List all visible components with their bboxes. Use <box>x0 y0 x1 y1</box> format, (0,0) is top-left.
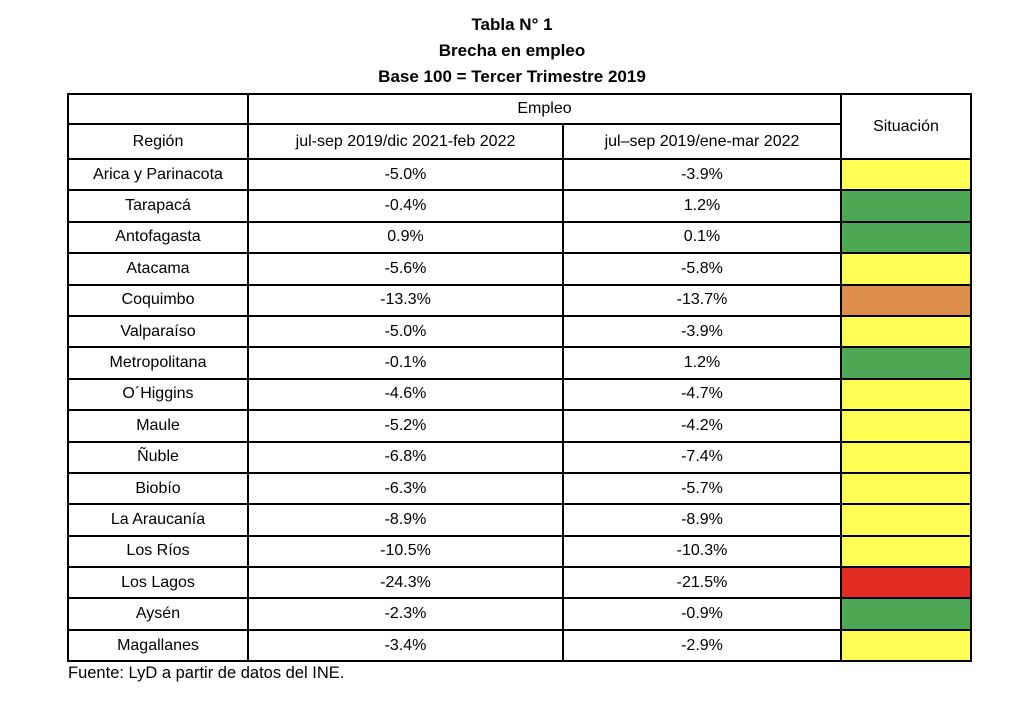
table-row: Los Lagos -24.3% -21.5% <box>67 566 972 600</box>
header-period-1: jul-sep 2019/dic 2021-feb 2022 <box>247 123 564 160</box>
value-cell-period1: -10.5% <box>247 534 564 569</box>
status-cell <box>840 377 972 412</box>
status-cell <box>840 314 972 349</box>
value-cell-period1: -6.3% <box>247 471 564 506</box>
title-line-3: Base 100 = Tercer Trimestre 2019 <box>378 67 646 86</box>
region-cell: Ñuble <box>67 440 249 474</box>
status-cell <box>840 503 972 537</box>
table-row: Arica y Parinacota -5.0% -3.9% <box>67 157 972 192</box>
table-row: Coquimbo -13.3% -13.7% <box>67 283 972 317</box>
value-cell-period2: -5.8% <box>562 252 842 286</box>
value-cell-period1: 0.9% <box>247 220 564 255</box>
title-line-1: Tabla N° 1 <box>471 15 553 34</box>
title-line-2: Brecha en empleo <box>438 41 586 60</box>
value-cell-period1: -3.4% <box>247 628 564 663</box>
value-cell-period2: -13.7% <box>562 283 842 317</box>
value-cell-period1: -6.8% <box>247 440 564 474</box>
value-cell-period2: -4.2% <box>562 409 842 443</box>
value-cell-period1: -5.6% <box>247 252 564 286</box>
region-cell: Atacama <box>67 252 249 286</box>
region-cell: Maule <box>67 409 249 443</box>
value-cell-period1: -8.9% <box>247 503 564 537</box>
table-row: Maule -5.2% -4.2% <box>67 409 972 443</box>
status-cell <box>840 597 972 631</box>
value-cell-period2: 1.2% <box>562 189 842 223</box>
value-cell-period1: -24.3% <box>247 566 564 600</box>
table-row: Los Ríos -10.5% -10.3% <box>67 534 972 569</box>
header-region: Región <box>67 123 249 160</box>
region-cell: Tarapacá <box>67 189 249 223</box>
source-note: Fuente: LyD a partir de datos del INE. <box>68 664 345 682</box>
table-row: Atacama -5.6% -5.8% <box>67 252 972 286</box>
value-cell-period2: -7.4% <box>562 440 842 474</box>
value-cell-period1: -13.3% <box>247 283 564 317</box>
region-cell: Los Ríos <box>67 534 249 569</box>
status-cell <box>840 471 972 506</box>
region-cell: Metropolitana <box>67 346 249 380</box>
value-cell-period2: -21.5% <box>562 566 842 600</box>
table-row: Tarapacá -0.4% 1.2% <box>67 189 972 223</box>
value-cell-period1: -5.0% <box>247 157 564 192</box>
status-cell <box>840 346 972 380</box>
value-cell-period1: -2.3% <box>247 597 564 631</box>
value-cell-period1: -4.6% <box>247 377 564 412</box>
table-row: Magallanes -3.4% -2.9% <box>67 628 972 663</box>
status-cell <box>840 566 972 600</box>
table-row: Ñuble -6.8% -7.4% <box>67 440 972 474</box>
value-cell-period2: -2.9% <box>562 628 842 663</box>
status-cell <box>840 189 972 223</box>
status-cell <box>840 220 972 255</box>
region-cell: Valparaíso <box>67 314 249 349</box>
table-row: Aysén -2.3% -0.9% <box>67 597 972 631</box>
region-cell: Biobío <box>67 471 249 506</box>
region-cell: Antofagasta <box>67 220 249 255</box>
region-cell: Magallanes <box>67 628 249 663</box>
header-period-2: jul–sep 2019/ene-mar 2022 <box>562 123 842 160</box>
value-cell-period2: 1.2% <box>562 346 842 380</box>
value-cell-period2: -3.9% <box>562 314 842 349</box>
table-row: Valparaíso -5.0% -3.9% <box>67 314 972 349</box>
region-cell: Aysén <box>67 597 249 631</box>
table-row: Metropolitana -0.1% 1.2% <box>67 346 972 380</box>
table-row: Antofagasta 0.9% 0.1% <box>67 220 972 255</box>
value-cell-period2: -5.7% <box>562 471 842 506</box>
header-situacion: Situación <box>840 93 972 160</box>
header-row-group: Empleo Situación <box>67 93 972 160</box>
value-cell-period1: -5.0% <box>247 314 564 349</box>
status-cell <box>840 440 972 474</box>
value-cell-period1: -0.1% <box>247 346 564 380</box>
status-cell <box>840 534 972 569</box>
region-cell: O´Higgins <box>67 377 249 412</box>
corner-blank-cell <box>67 93 249 125</box>
value-cell-period2: -3.9% <box>562 157 842 192</box>
status-cell <box>840 252 972 286</box>
region-cell: Los Lagos <box>67 566 249 600</box>
value-cell-period2: -10.3% <box>562 534 842 569</box>
header-row-columns: Región jul-sep 2019/dic 2021-feb 2022 ju… <box>67 123 971 160</box>
header-empleo: Empleo <box>247 93 842 125</box>
status-cell <box>840 628 972 663</box>
region-cell: Coquimbo <box>67 283 249 317</box>
value-cell-period2: 0.1% <box>562 220 842 255</box>
status-cell <box>840 283 972 317</box>
status-cell <box>840 409 972 443</box>
value-cell-period1: -0.4% <box>247 189 564 223</box>
value-cell-period2: -4.7% <box>562 377 842 412</box>
table-title: Tabla N° 1 Brecha en empleo Base 100 = T… <box>0 12 1024 90</box>
table-row: La Araucanía -8.9% -8.9% <box>67 503 972 537</box>
value-cell-period2: -0.9% <box>562 597 842 631</box>
value-cell-period1: -5.2% <box>247 409 564 443</box>
region-cell: La Araucanía <box>67 503 249 537</box>
table-row: Biobío -6.3% -5.7% <box>67 471 972 506</box>
table-row: O´Higgins -4.6% -4.7% <box>67 377 972 412</box>
employment-gap-table: Empleo Situación Región jul-sep 2019/dic… <box>67 93 972 663</box>
region-cell: Arica y Parinacota <box>67 157 249 192</box>
status-cell <box>840 157 972 192</box>
value-cell-period2: -8.9% <box>562 503 842 537</box>
